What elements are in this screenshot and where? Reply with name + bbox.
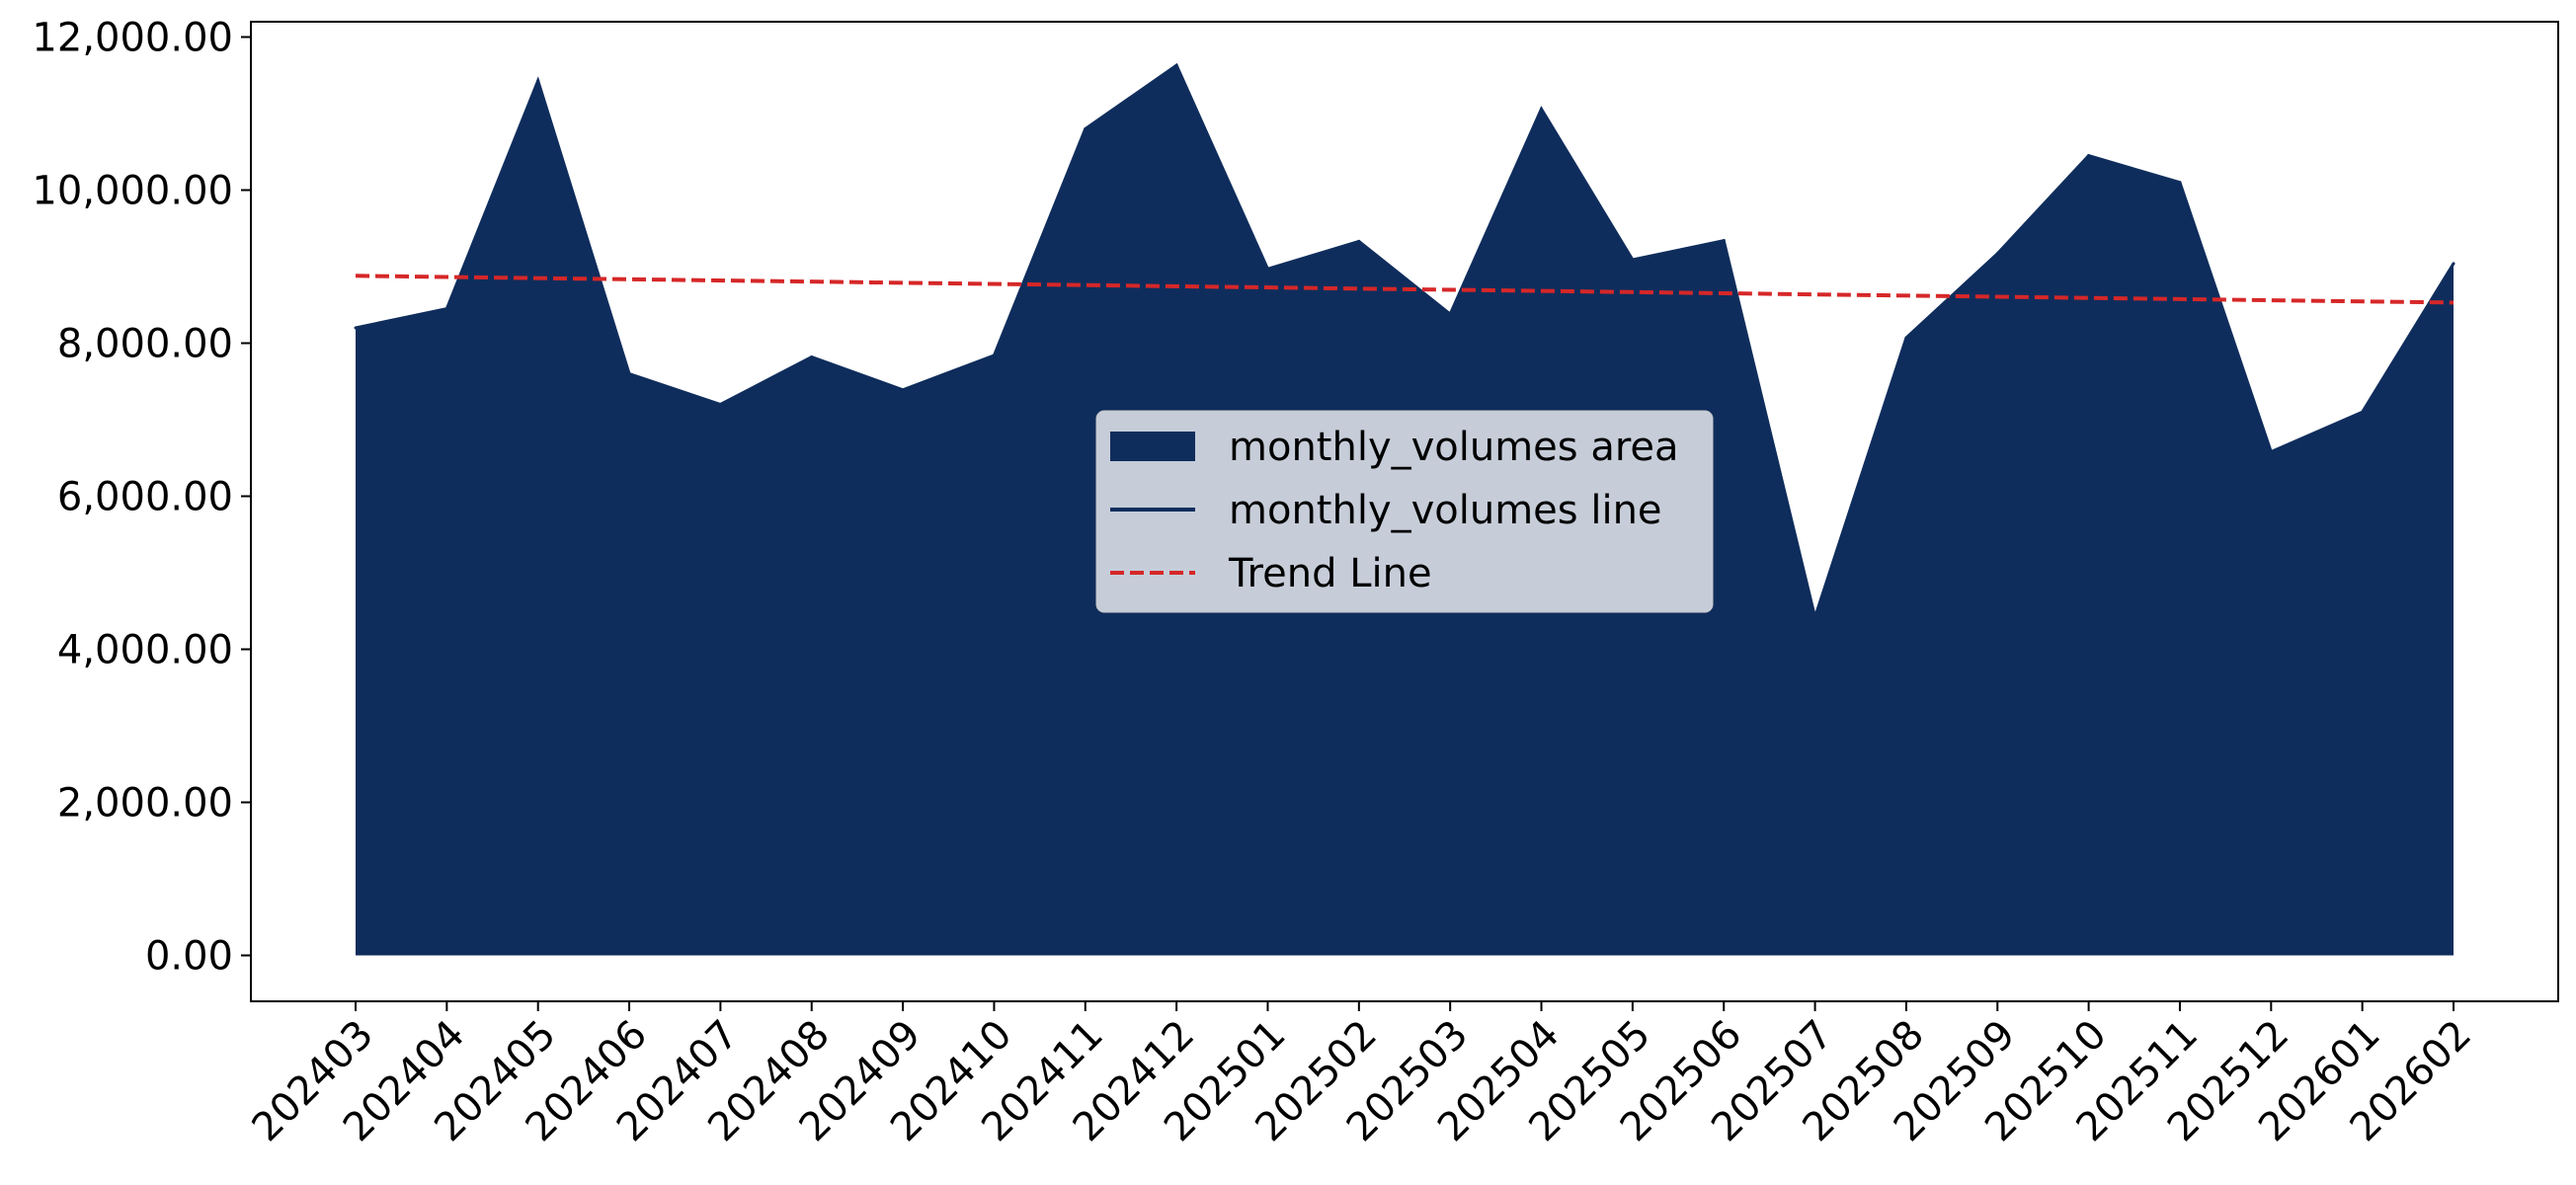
data-point [444, 307, 448, 311]
data-point [2452, 262, 2455, 266]
line-series [355, 62, 2455, 623]
data-point [992, 354, 996, 357]
legend-label: monthly_volumes line [1229, 488, 1662, 533]
y-tick-label: 10,000.00 [32, 169, 233, 214]
legend-swatch-area [1110, 432, 1195, 461]
data-point [1813, 615, 1817, 619]
y-tick-label: 0.00 [145, 934, 233, 980]
data-point [1904, 336, 1908, 340]
data-point [1540, 107, 1544, 111]
data-point [1265, 267, 1269, 271]
data-point [1631, 258, 1635, 262]
data-point [354, 326, 358, 330]
legend-label: Trend Line [1228, 551, 1432, 596]
data-point [2269, 450, 2273, 454]
data-point [2178, 181, 2182, 185]
data-point [901, 388, 905, 392]
y-tick-label: 2,000.00 [57, 781, 233, 827]
y-tick-label: 4,000.00 [57, 628, 233, 673]
y-tick-label: 8,000.00 [57, 322, 233, 367]
data-point [718, 403, 722, 406]
y-tick-label: 12,000.00 [32, 16, 233, 61]
plot-frame [250, 21, 2559, 1002]
data-point [1995, 252, 1999, 256]
data-point [536, 79, 540, 83]
data-point [810, 355, 814, 358]
legend-box [1095, 410, 1714, 613]
y-tick-label: 6,000.00 [57, 475, 233, 520]
data-point [1084, 127, 1087, 130]
data-point [2361, 410, 2365, 414]
data-point [1357, 239, 1361, 243]
legend: monthly_volumes area monthly_volumes line… [1095, 410, 1714, 613]
trend-line [355, 274, 2455, 305]
data-point [2087, 154, 2091, 158]
data-point [627, 372, 631, 375]
data-point [1448, 312, 1452, 316]
data-point [1174, 63, 1178, 67]
data-point [1722, 239, 1726, 243]
legend-label: monthly_volumes area [1229, 425, 1679, 470]
